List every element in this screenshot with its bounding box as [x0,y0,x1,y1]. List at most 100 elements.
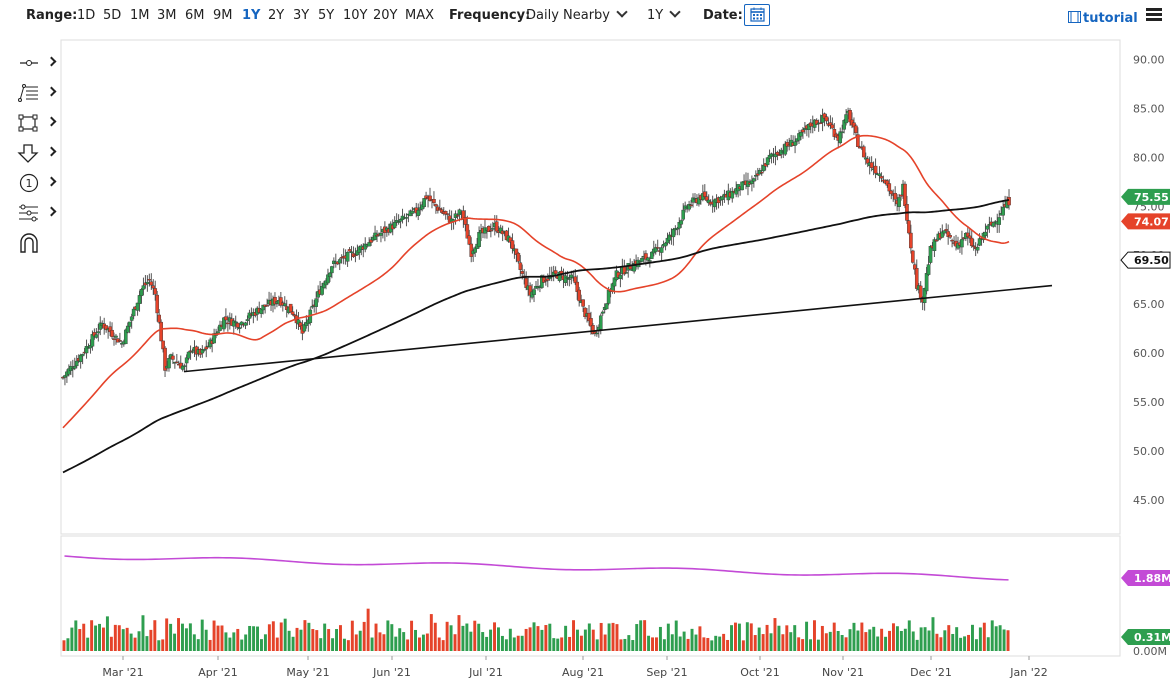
candle-body [422,198,426,208]
candle-body [518,262,523,270]
price-tick-label: 50.00 [1133,445,1165,458]
volume-bar [678,636,682,651]
volume-bar [342,638,346,651]
volume-bar [911,631,915,651]
volume-bar [579,635,583,651]
volume-bar [252,626,256,651]
volume-bar [437,637,441,651]
range-2y[interactable]: 2Y [268,8,285,23]
value-tags: 74.07 75.55 69.50 1.88M 0.31M [1120,188,1172,645]
volume-bar [560,637,564,651]
annotation-tool[interactable]: 1 [14,172,58,194]
fib-tool[interactable] [14,82,58,104]
volume-bar [753,635,757,651]
volume-bar [200,619,204,651]
candle-body [494,221,499,232]
volume-bar [828,631,832,651]
volume-bar [864,632,868,651]
range-6m[interactable]: 6M [185,8,205,23]
volume-bar [315,630,319,651]
volume-bar [1002,629,1006,651]
volume-bar [74,620,78,651]
volume-bar [892,623,895,651]
rectangle-tool[interactable] [14,112,58,134]
volume-bar [710,640,714,651]
volume-bar [323,623,327,651]
volume-bar [686,638,690,651]
volume-bar [690,628,694,651]
volume-bar [512,637,516,651]
range-10y[interactable]: 10Y [343,8,368,23]
candle-body [793,141,797,146]
range-20y[interactable]: 20Y [373,8,398,23]
frequency-value: Daily Nearby [526,8,611,23]
volume-bar [809,639,812,651]
range-1m[interactable]: 1M [130,8,150,23]
candle-body [918,285,923,299]
magnet-tool[interactable] [14,232,58,254]
volume-bar [378,632,382,651]
price-tick-label: 85.00 [1133,102,1165,115]
range-1y[interactable]: 1Y [242,8,261,23]
volume-bar [955,627,959,651]
frequency-select[interactable]: Daily Nearby [526,6,628,23]
candle-body [184,357,189,364]
candle-body [911,250,915,263]
volume-bar [406,639,410,651]
volume-bar [832,622,836,651]
tutorial-link[interactable]: tutorial [1068,11,1138,26]
candle-body [879,176,884,179]
hamburger-menu-icon[interactable] [1146,8,1162,22]
period-select[interactable]: 1Y [647,6,681,23]
candle-body [467,235,472,245]
volume-bar [745,622,749,651]
volume-bar [923,627,927,651]
volume-moving-average-line [64,555,1009,581]
candle-body [265,305,269,307]
candle-body [644,253,648,260]
volume-bar [485,636,489,651]
volume-bar [967,634,970,651]
candle-body [567,278,572,280]
range-max[interactable]: MAX [405,8,435,23]
candle-body [646,257,650,261]
candle-body [924,273,929,292]
measure-tool[interactable] [14,202,58,224]
candle-body [759,172,764,174]
range-label: Range: [26,8,78,23]
line-tool[interactable] [14,52,58,74]
range-3y[interactable]: 3Y [293,8,310,23]
volume-bar [951,633,955,651]
candle-body [104,325,108,330]
candle-body [131,308,136,317]
volume-bar [374,623,378,651]
volume-tick-label: 0.00M [1133,645,1167,658]
volume-bar [445,621,449,651]
range-5y[interactable]: 5Y [318,8,335,23]
candle-body [926,264,931,275]
volume-bar [524,628,528,651]
candle-body [247,312,252,319]
candle-body [345,252,350,262]
date-picker-button[interactable] [744,4,770,26]
volume-bar [169,623,173,651]
range-9m[interactable]: 9M [213,8,233,23]
candle-body [730,190,735,199]
volume-bar [773,618,777,651]
time-axis: Mar '21 Apr '21 May '21 Jun '21 Jul '21 Aug '… [102,656,1048,679]
candle-body [74,360,79,367]
arrow-tool[interactable] [14,142,58,164]
candle-body [137,295,142,304]
candle-body [702,191,707,197]
range-3m[interactable]: 3M [157,8,177,23]
range-1d[interactable]: 1D [77,8,96,23]
candle-body [975,246,980,251]
volume-bar [880,628,884,651]
candle-body [944,229,949,231]
volume-bar [113,624,117,651]
range-5d[interactable]: 5D [103,8,122,23]
calendar-icon [750,7,765,22]
volume-bar [619,639,623,651]
candle-body [681,209,686,220]
